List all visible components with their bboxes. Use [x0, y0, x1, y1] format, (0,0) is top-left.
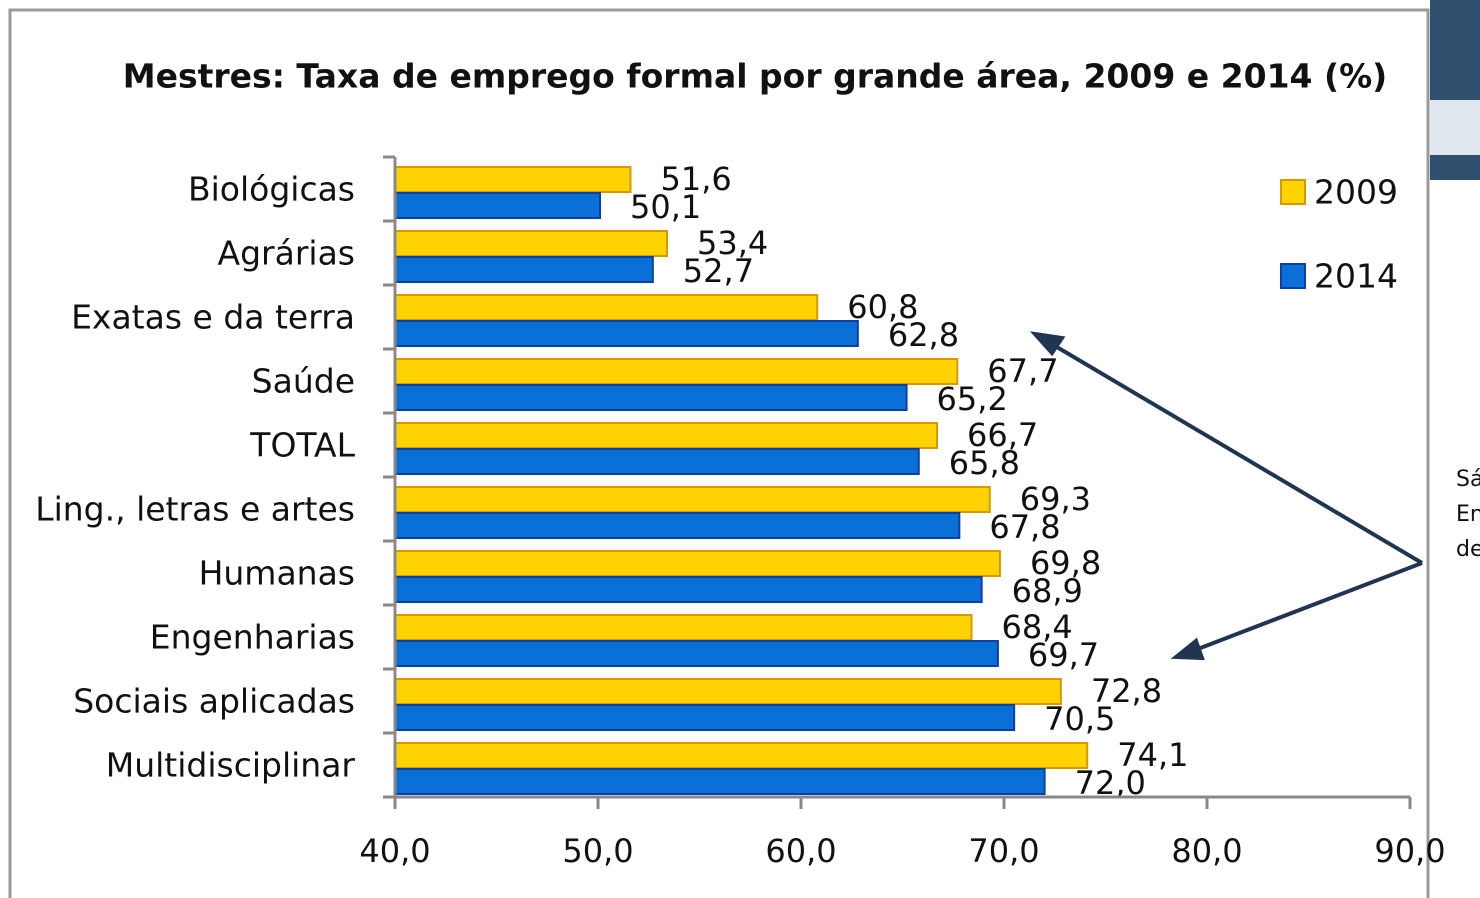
bar [395, 385, 907, 410]
arrow-head [1176, 641, 1202, 658]
side-note: En [1456, 502, 1480, 527]
bar [395, 769, 1045, 794]
bar [395, 449, 919, 474]
arrow [1190, 563, 1422, 652]
value-label: 65,8 [949, 444, 1020, 482]
chart-title: Mestres: Taxa de emprego formal por gran… [123, 57, 1387, 96]
bar [395, 577, 982, 602]
bar [395, 641, 998, 666]
y-tick-label: Engenharias [150, 618, 355, 657]
value-label: 67,8 [989, 508, 1060, 546]
y-tick-label: Saúde [252, 362, 355, 401]
x-tick-label: 50,0 [562, 832, 633, 870]
bar [395, 705, 1014, 730]
arrow [1045, 340, 1422, 563]
value-label: 65,2 [937, 380, 1008, 418]
bar [395, 615, 972, 640]
y-tick-label: Ling., letras e artes [35, 490, 355, 529]
value-label: 50,1 [630, 188, 701, 226]
y-tick-label: Humanas [199, 554, 355, 593]
x-tick-label: 70,0 [968, 832, 1039, 870]
bar [395, 679, 1061, 704]
bar [395, 257, 653, 282]
legend-label: 2014 [1314, 257, 1398, 296]
chart: Mestres: Taxa de emprego formal por gran… [0, 0, 1480, 898]
bar [395, 193, 600, 218]
page: {"chart_data": {"type": "hbar", "title":… [0, 0, 1480, 898]
value-label: 68,9 [1012, 572, 1083, 610]
bar [395, 487, 990, 512]
bar [395, 295, 817, 320]
y-tick-label: TOTAL [249, 426, 355, 465]
side-note: de [1456, 537, 1480, 562]
bar [395, 423, 937, 448]
value-label: 52,7 [683, 252, 754, 290]
value-label: 70,5 [1044, 700, 1115, 738]
y-tick-label: Exatas e da terra [71, 298, 355, 337]
thumbnail-label [1430, 100, 1480, 155]
bar [395, 167, 630, 192]
x-tick-label: 80,0 [1171, 832, 1242, 870]
bar [395, 231, 667, 256]
legend-label: 2009 [1314, 173, 1398, 212]
bar [395, 359, 957, 384]
bar [395, 321, 858, 346]
side-note: Sá [1456, 467, 1480, 492]
arrows [1035, 334, 1422, 658]
bar [395, 513, 959, 538]
value-label: 62,8 [888, 316, 959, 354]
y-tick-label: Multidisciplinar [106, 746, 356, 785]
legend-swatch [1281, 264, 1305, 288]
y-tick-label: Biológicas [188, 170, 355, 209]
bar [395, 743, 1087, 768]
value-label: 69,7 [1028, 636, 1099, 674]
y-tick-label: Agrárias [218, 234, 355, 273]
x-tick-label: 90,0 [1374, 832, 1445, 870]
arrow-head [1035, 334, 1062, 353]
y-tick-label: Sociais aplicadas [73, 682, 355, 721]
legend-swatch [1281, 180, 1305, 204]
bar [395, 551, 1000, 576]
x-tick-label: 60,0 [765, 832, 836, 870]
x-tick-label: 40,0 [359, 832, 430, 870]
